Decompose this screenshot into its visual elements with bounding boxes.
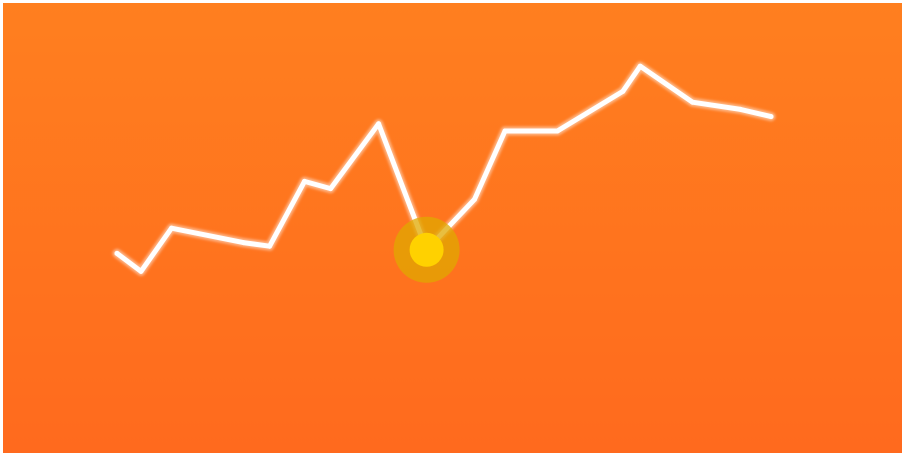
data-point: [472, 196, 477, 202]
data-point: [768, 114, 774, 120]
data-point: [376, 121, 382, 127]
data-point: [240, 240, 246, 246]
data-point: [169, 225, 174, 231]
data-point: [328, 186, 334, 192]
data-point: [738, 106, 743, 112]
data-point: [554, 128, 560, 134]
data-point: [620, 88, 626, 94]
data-point: [502, 128, 508, 134]
data-point: [267, 243, 273, 249]
highlight-layer: [393, 216, 460, 283]
data-point: [637, 63, 643, 69]
data-point: [302, 178, 307, 184]
line-chart: [3, 3, 902, 453]
data-point: [114, 250, 120, 256]
data-point: [138, 268, 144, 274]
highlight-point[interactable]: [409, 232, 444, 267]
chart-area: [3, 3, 902, 453]
data-point: [690, 99, 695, 105]
